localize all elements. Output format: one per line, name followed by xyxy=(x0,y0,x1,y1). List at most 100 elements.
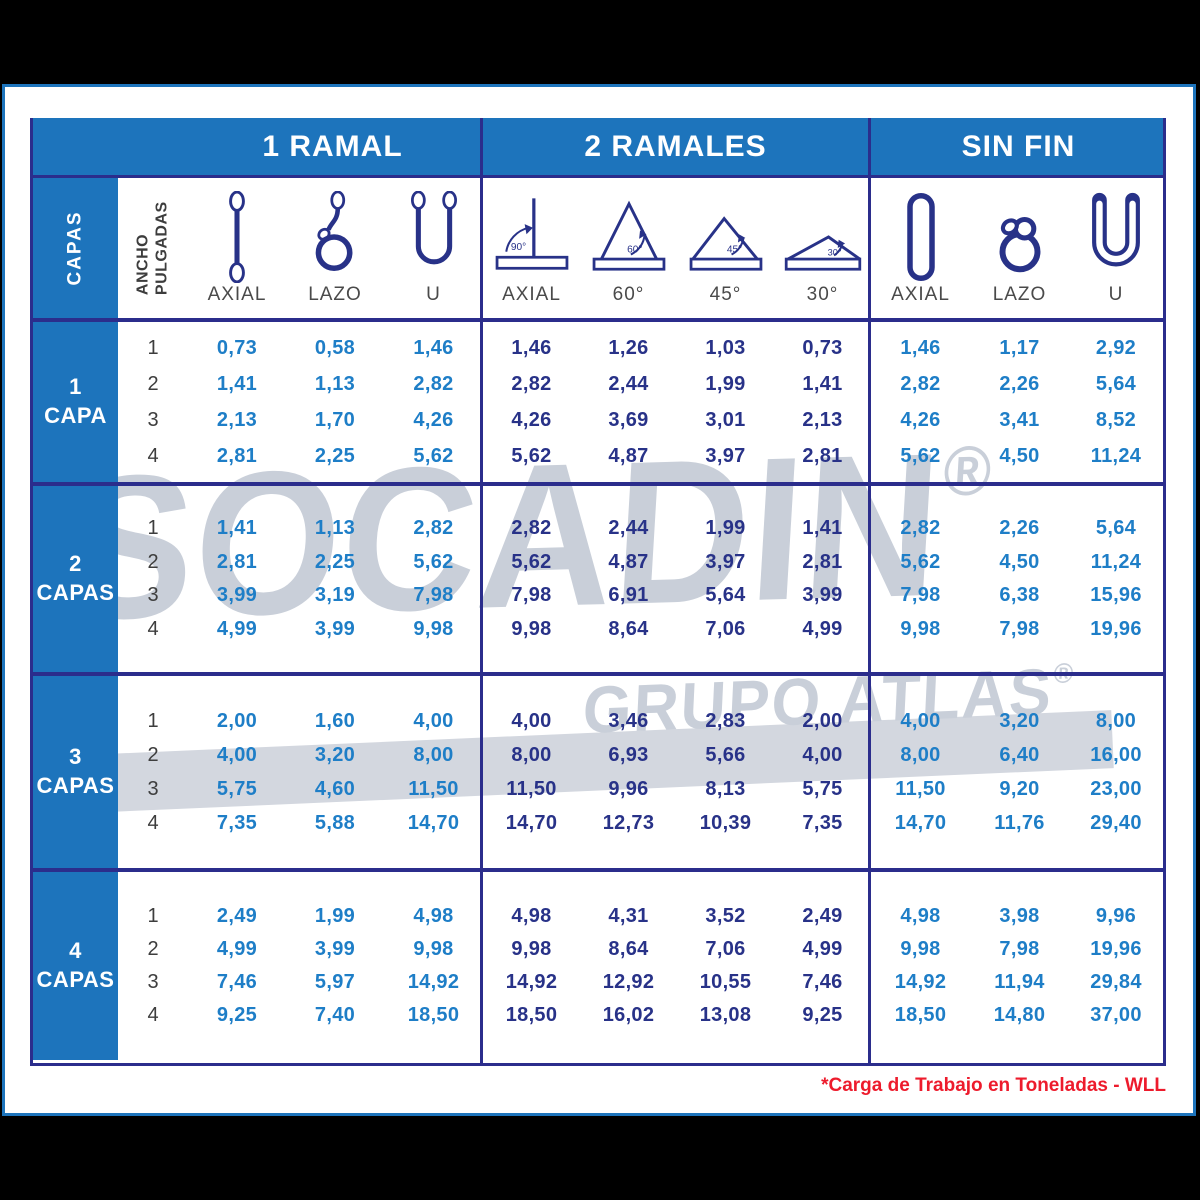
value-cell: 14,92 xyxy=(894,971,947,993)
column-label: AXIAL xyxy=(891,284,950,305)
column-sinfin-u: U xyxy=(1069,178,1163,318)
value-cell: 1,46 xyxy=(413,336,454,359)
value-cell: 5,62 xyxy=(900,550,941,573)
column-label: U xyxy=(426,284,441,305)
value-cell: 3,97 xyxy=(705,550,746,573)
value-cell: 19,96 xyxy=(1090,617,1142,640)
footnote: *Carga de Trabajo en Toneladas - WLL xyxy=(821,1075,1166,1096)
group-label: 2 CAPAS xyxy=(33,486,118,672)
value-cell: 5,75 xyxy=(216,777,258,800)
value-cell: 1,17 xyxy=(999,336,1040,359)
column-label: 60° xyxy=(612,284,645,305)
value-cell: 6,40 xyxy=(999,743,1040,766)
value-cell: 9,98 xyxy=(511,617,552,640)
header-1-ramal: 1 RAMAL xyxy=(262,129,403,163)
column-1ramal-u: U xyxy=(384,178,483,318)
value-cell: 19,96 xyxy=(1090,938,1142,960)
value-cell: 5,62 xyxy=(511,550,552,573)
value-cell: 1,60 xyxy=(314,709,356,732)
value-cell: 1,70 xyxy=(314,408,356,431)
width-cell: 2 xyxy=(147,372,159,395)
value-cell: 2,13 xyxy=(216,408,258,431)
column-2ramales-45: 45° 45° xyxy=(677,178,774,318)
value-cell: 7,40 xyxy=(314,1004,356,1026)
column-2ramales-30: 30° 30° xyxy=(774,178,871,318)
width-cell: 2 xyxy=(147,743,159,766)
value-cell: 3,01 xyxy=(705,408,746,431)
value-cell: 4,31 xyxy=(608,905,649,927)
angle-value-label: 60° xyxy=(627,245,642,256)
single-leg-choker-sling-icon xyxy=(315,191,353,272)
value-cell: 6,38 xyxy=(999,584,1040,607)
load-angle-90-icon: 90° xyxy=(495,198,568,270)
value-cell: 2,00 xyxy=(216,709,258,732)
value-cell: 2,83 xyxy=(705,709,746,732)
value-cell: 2,82 xyxy=(900,517,941,540)
width-header-label: ANCHO PULGADAS xyxy=(134,201,172,295)
value-cell: 9,96 xyxy=(608,777,649,800)
value-cell: 4,99 xyxy=(802,617,843,640)
value-cell: 3,99 xyxy=(314,938,356,960)
value-cell: 5,66 xyxy=(705,743,746,766)
value-cell: 8,00 xyxy=(1095,709,1137,732)
value-cell: 4,98 xyxy=(900,905,941,927)
value-cell: 2,49 xyxy=(802,905,843,927)
value-cell: 3,52 xyxy=(705,905,746,927)
value-cell: 18,50 xyxy=(407,1004,460,1026)
value-cell: 7,46 xyxy=(802,971,843,993)
width-cell: 3 xyxy=(147,584,159,607)
value-cell: 3,99 xyxy=(216,584,258,607)
value-cell: 2,26 xyxy=(999,372,1040,395)
value-cell: 4,60 xyxy=(314,777,356,800)
column-2ramales-60: 60° 60° xyxy=(580,178,677,318)
value-cell: 3,20 xyxy=(999,709,1040,732)
column-label: U xyxy=(1108,284,1124,305)
value-cell: 2,82 xyxy=(511,517,552,540)
value-cell: 7,98 xyxy=(511,584,552,607)
value-cell: 11,50 xyxy=(506,777,557,800)
value-cell: 14,92 xyxy=(505,971,558,993)
value-cell: 1,26 xyxy=(608,336,649,359)
value-cell: 9,98 xyxy=(900,617,941,640)
value-cell: 8,64 xyxy=(608,938,649,960)
value-cell: 16,00 xyxy=(1090,743,1142,766)
width-cell: 3 xyxy=(147,777,159,800)
value-cell: 9,98 xyxy=(511,938,552,960)
value-cell: 4,00 xyxy=(802,743,843,766)
value-cell: 11,94 xyxy=(994,971,1045,993)
group-label: 1 CAPA xyxy=(33,322,118,482)
value-cell: 2,44 xyxy=(608,517,649,540)
column-label: AXIAL xyxy=(207,284,267,305)
width-header-cell: ANCHO PULGADAS xyxy=(118,178,188,318)
width-cell: 3 xyxy=(147,971,159,993)
value-cell: 1,13 xyxy=(314,517,356,540)
value-cell: 1,41 xyxy=(216,372,258,395)
value-cell: 4,50 xyxy=(999,550,1040,573)
value-cell: 2,25 xyxy=(314,550,356,573)
value-cell: 14,70 xyxy=(407,811,460,834)
value-cell: 8,13 xyxy=(705,777,746,800)
value-cell: 2,81 xyxy=(216,444,258,467)
group-label: 3 CAPAS xyxy=(33,676,118,868)
column-sinfin-lazo: LAZO xyxy=(970,178,1069,318)
value-cell: 1,41 xyxy=(802,517,843,540)
column-sinfin-axial: AXIAL xyxy=(871,178,970,318)
value-cell: 11,24 xyxy=(1090,444,1142,467)
value-cell: 8,00 xyxy=(511,743,552,766)
value-cell: 7,06 xyxy=(705,938,746,960)
column-1ramal-lazo: LAZO xyxy=(286,178,384,318)
value-cell: 18,50 xyxy=(505,1004,558,1026)
value-cell: 2,25 xyxy=(314,444,356,467)
value-cell: 2,13 xyxy=(802,408,843,431)
value-cell: 16,02 xyxy=(602,1004,655,1026)
column-label: LAZO xyxy=(308,284,362,305)
value-cell: 2,82 xyxy=(511,372,552,395)
value-cell: 9,25 xyxy=(802,1004,843,1026)
value-cell: 2,81 xyxy=(802,444,843,467)
value-cell: 8,00 xyxy=(413,743,454,766)
value-cell: 6,91 xyxy=(608,584,649,607)
group-2-capas: 2 CAPAS 1 1,41 1,13 2,82 2,82 2,44 1,99 1,41 2,82 2… xyxy=(33,482,1163,672)
value-cell: 11,50 xyxy=(895,777,946,800)
header-2-ramales: 2 RAMALES xyxy=(584,129,767,163)
